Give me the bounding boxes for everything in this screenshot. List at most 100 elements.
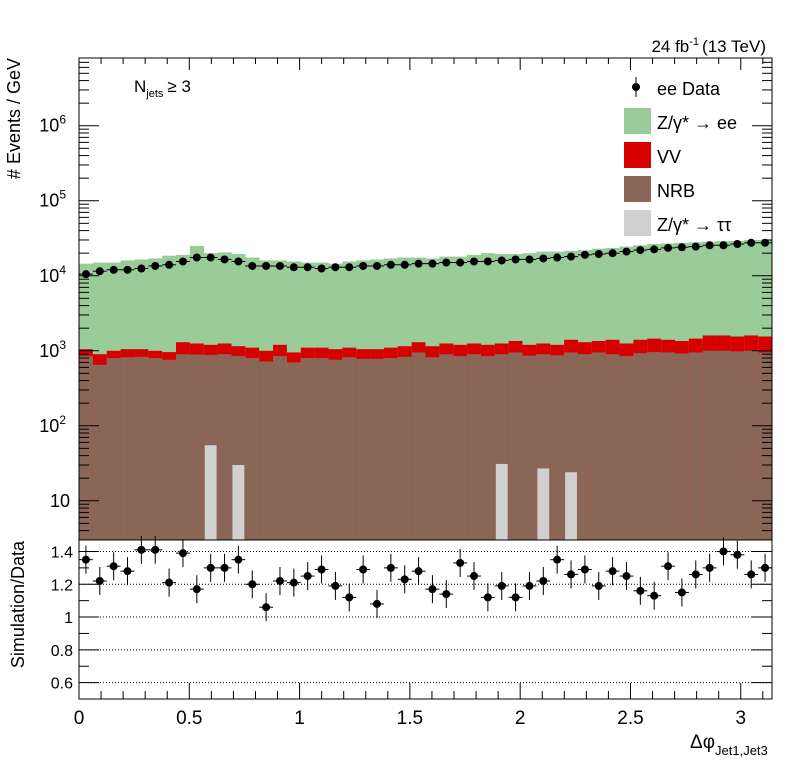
- data-point: [497, 256, 506, 265]
- ratio-point: [95, 576, 104, 585]
- legend-label: Z/γ* → ee: [657, 113, 737, 133]
- ratio-point: [483, 593, 492, 602]
- data-point: [359, 261, 368, 270]
- ratio-point: [359, 565, 368, 574]
- ratio-point: [317, 565, 326, 574]
- x-axis-label: ΔφJet1,Jet3: [690, 732, 768, 758]
- bar-ztt: [495, 463, 508, 540]
- data-point: [289, 263, 298, 272]
- data-point: [81, 270, 90, 279]
- ratio-point: [608, 567, 617, 576]
- ratio-point: [580, 565, 589, 574]
- bar-nrb: [716, 350, 731, 540]
- ratio-point: [539, 576, 548, 585]
- bar-ztt: [565, 472, 577, 540]
- ratio-point: [414, 567, 423, 576]
- data-point: [719, 241, 728, 250]
- data-point: [456, 258, 465, 267]
- bar-nrb: [286, 362, 302, 540]
- data-point: [525, 255, 534, 264]
- ratio-y-tick-label: 0.6: [51, 676, 73, 693]
- ratio-point: [220, 563, 229, 572]
- ratio-point: [262, 603, 271, 612]
- njets-label: Njets ≥ 3: [134, 77, 191, 100]
- data-point: [151, 261, 160, 270]
- ratio-point: [650, 591, 659, 600]
- ratio-point: [345, 593, 354, 602]
- lower-frame: [78, 539, 773, 700]
- ratio-point: [594, 581, 603, 590]
- bar-nrb: [314, 358, 329, 540]
- data-point: [636, 246, 645, 255]
- bar-nrb: [300, 358, 315, 540]
- data-points: [79, 238, 772, 279]
- data-point: [386, 260, 395, 269]
- y-tick-label: 106: [39, 113, 66, 136]
- data-point: [539, 254, 548, 263]
- ratio-point: [123, 567, 132, 576]
- data-point: [137, 264, 146, 273]
- data-point: [511, 255, 520, 264]
- bar-nrb: [480, 356, 496, 540]
- bar-nrb: [106, 358, 121, 540]
- ratio-point: [677, 588, 686, 597]
- bar-nrb: [730, 351, 745, 540]
- upper-axis-ticks: 10 102 103 104 105 106: [39, 57, 772, 541]
- data-point: [109, 265, 118, 274]
- bar-nrb: [453, 356, 468, 540]
- data-point: [747, 238, 756, 247]
- ratio-point: [664, 562, 673, 571]
- ratio-point: [497, 581, 506, 590]
- data-point: [650, 245, 659, 254]
- ratio-point: [137, 545, 146, 554]
- data-point: [567, 252, 576, 261]
- legend-swatch: [624, 142, 651, 168]
- bar-ztt: [232, 464, 245, 540]
- ratio-point: [151, 545, 160, 554]
- y-tick-label: 103: [39, 338, 66, 361]
- bar-nrb: [92, 364, 108, 540]
- ratio-point: [275, 576, 284, 585]
- ratio-point: [567, 570, 576, 579]
- data-point: [442, 258, 451, 267]
- ratio-point: [234, 555, 243, 564]
- data-point: [178, 257, 187, 266]
- lumi-label: 24 fb-1 (13 TeV): [651, 36, 766, 56]
- legend: ee Data Z/γ* → ee VV NRB Z/γ* → ττ: [624, 77, 737, 236]
- data-point: [664, 243, 673, 252]
- data-point: [123, 265, 132, 274]
- bar-nrb: [619, 356, 634, 540]
- data-point: [761, 238, 770, 247]
- ratio-point: [331, 581, 340, 590]
- bar-nrb: [259, 361, 274, 540]
- legend-data-marker: [632, 83, 640, 91]
- bar-nrb: [217, 354, 232, 540]
- legend-label: Z/γ* → ττ: [657, 215, 731, 235]
- data-point: [608, 249, 617, 258]
- data-point: [705, 241, 714, 250]
- ratio-point: [248, 580, 257, 589]
- data-point: [400, 260, 409, 269]
- bar-nrb: [342, 357, 357, 540]
- bar-nrb: [425, 357, 440, 540]
- data-point: [234, 257, 243, 266]
- bar-nrb: [134, 356, 149, 540]
- x-tick-label: 3: [735, 708, 746, 729]
- ratio-point: [81, 555, 90, 564]
- data-point: [622, 247, 631, 256]
- data-point: [553, 253, 562, 262]
- data-point: [220, 255, 229, 264]
- ratio-point: [511, 593, 520, 602]
- legend-label: NRB: [657, 181, 695, 201]
- legend-swatch: [624, 210, 651, 236]
- ratio-points: [79, 535, 772, 622]
- bar-nrb: [591, 352, 606, 540]
- upper-y-axis-label: # Events / GeV: [4, 58, 24, 179]
- bar-nrb: [383, 358, 399, 540]
- ratio-point: [303, 572, 312, 581]
- ratio-point: [705, 563, 714, 572]
- ratio-point: [525, 581, 534, 590]
- ratio-point: [636, 586, 645, 595]
- ratio-point: [442, 590, 451, 599]
